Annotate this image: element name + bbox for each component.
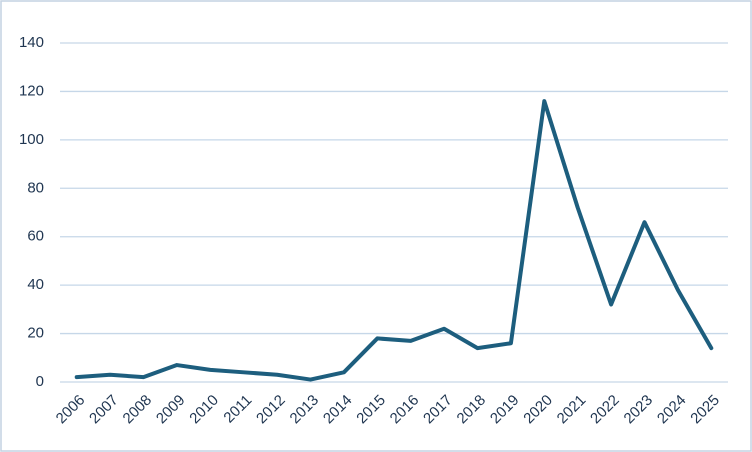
y-tick-label: 100 (19, 131, 44, 148)
y-tick-label: 0 (36, 373, 44, 390)
y-tick-label: 80 (27, 179, 44, 196)
y-tick-label: 60 (27, 228, 44, 245)
y-tick-label: 40 (27, 276, 44, 293)
y-tick-label: 120 (19, 82, 44, 99)
y-tick-label: 140 (19, 34, 44, 51)
data-line (74, 99, 714, 382)
y-tick-label: 20 (27, 325, 44, 342)
